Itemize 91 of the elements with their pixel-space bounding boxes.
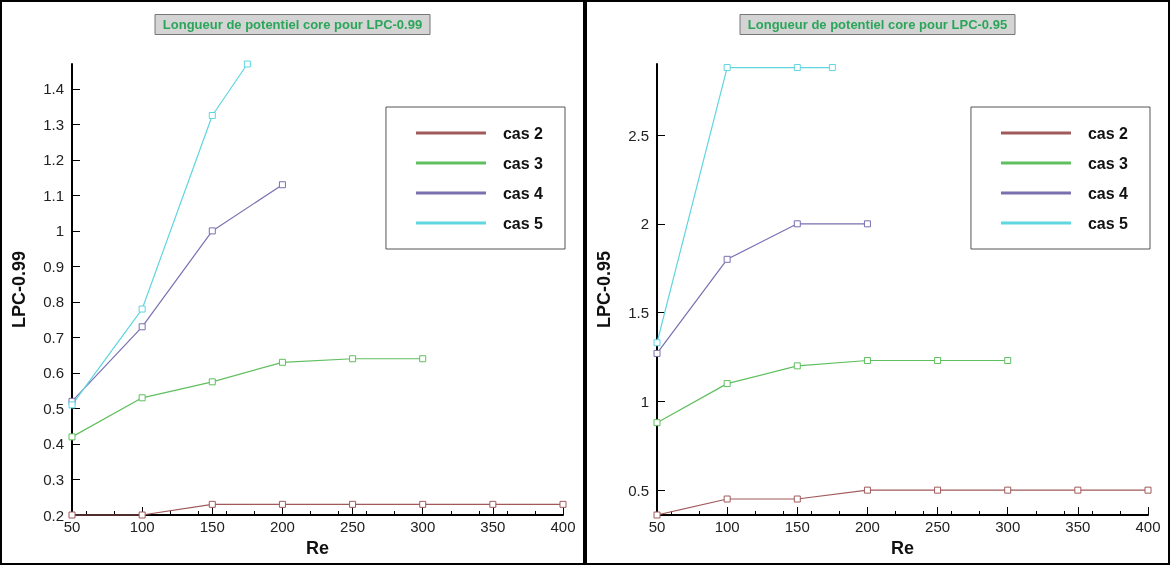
point [243,60,251,68]
point [68,401,76,409]
point [278,181,286,189]
point [208,378,216,386]
point [1074,486,1082,494]
legend-label: cas 5 [1087,214,1129,232]
point [1004,486,1012,494]
point [828,64,836,72]
x-tick-label: 100 [129,518,155,535]
x-tick-label: 350 [480,518,506,535]
point [349,500,357,508]
y-tick-label: 0.6 [43,364,64,382]
x-tick-label: 400 [550,518,576,535]
y-tick-label: 0.8 [43,293,64,311]
chart-title: Longueur de potentiel core pour LPC-0.99 [162,17,423,32]
chart-title: Longueur de potentiel core pour LPC-0.95 [747,17,1008,32]
y-tick-label: 0.5 [43,399,64,417]
point [723,495,731,503]
y-axis-title: LPC-0.99 [9,250,29,329]
point [723,255,731,263]
x-tick-label: 400 [1135,518,1161,535]
legend-label: cas 3 [1087,154,1129,172]
y-tick-label: 1.1 [43,186,64,204]
x-tick-label: 150 [784,518,810,535]
y-tick-label: 1 [55,222,64,240]
y-tick-label: 0.7 [43,328,64,346]
point [208,500,216,508]
point [863,220,871,228]
point [1144,486,1152,494]
y-tick-label: 0.9 [43,257,64,275]
point [793,64,801,72]
x-tick-label: 150 [199,518,225,535]
y-tick-label: 0.4 [43,435,64,453]
point [68,433,76,441]
x-tick-label: 250 [925,518,951,535]
y-tick-label: 0.5 [628,481,649,499]
point [138,305,146,313]
x-tick-label: 200 [269,518,295,535]
point [863,486,871,494]
legend-label: cas 4 [502,184,544,202]
y-tick-label: 0.3 [43,470,64,488]
x-tick-label: 50 [63,518,81,535]
x-tick-label: 200 [854,518,880,535]
point [559,500,567,508]
point [653,349,661,357]
x-tick-label: 350 [1065,518,1091,535]
point [653,419,661,427]
y-tick-label: 1 [640,392,649,410]
point [934,486,942,494]
legend-label: cas 2 [1087,124,1129,142]
point [793,220,801,228]
x-axis-title: Re [305,537,330,558]
legend-label: cas 5 [502,214,544,232]
legend-label: cas 2 [502,124,544,142]
point [653,339,661,347]
legend-label: cas 4 [1087,184,1129,202]
y-tick-label: 2 [640,215,649,233]
y-tick-label: 1.5 [628,304,649,322]
point [138,394,146,402]
x-tick-label: 250 [340,518,366,535]
point [349,355,357,363]
x-tick-label: 300 [410,518,436,535]
point [1004,357,1012,365]
y-axis-title: LPC-0.95 [594,250,614,329]
y-tick-label: 1.4 [43,80,64,98]
x-tick-label: 100 [714,518,740,535]
point [138,511,146,519]
y-tick-label: 2.5 [628,126,649,144]
point [278,500,286,508]
point [208,111,216,119]
point [419,500,427,508]
x-tick-label: 300 [995,518,1021,535]
legend-label: cas 3 [502,154,544,172]
point [793,362,801,370]
x-tick-label: 50 [648,518,666,535]
y-tick-label: 1.2 [43,151,64,169]
point [68,511,76,519]
y-tick-label: 1.3 [43,115,64,133]
x-axis-title: Re [890,537,915,558]
point [793,495,801,503]
point [419,355,427,363]
point [723,64,731,72]
point [489,500,497,508]
point [863,357,871,365]
point [934,357,942,365]
point [653,511,661,519]
y-tick-label: 0.2 [43,506,64,524]
point [278,358,286,366]
point [208,227,216,235]
point [723,380,731,388]
point [138,323,146,331]
